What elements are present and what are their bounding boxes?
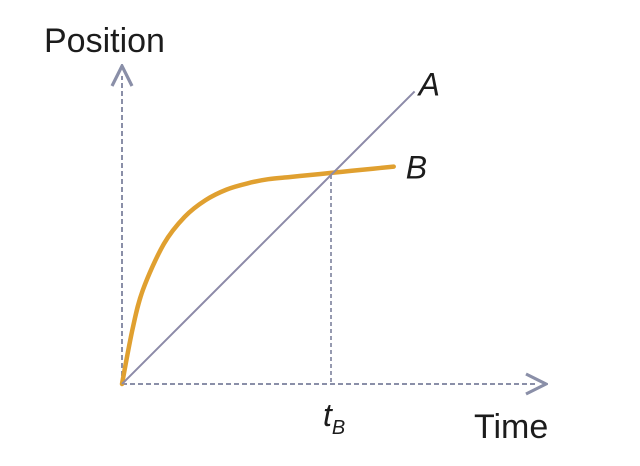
series-a-line xyxy=(121,90,416,385)
series-b-label: B xyxy=(406,150,427,186)
x-axis-title: Time xyxy=(474,408,548,446)
y-axis-title: Position xyxy=(44,22,165,60)
crossing-time-main: t xyxy=(323,397,333,433)
crossing-time-label: tB xyxy=(323,397,345,439)
crossing-time-subscript: B xyxy=(332,417,345,439)
series-b-line xyxy=(119,164,396,387)
series-a-label: A xyxy=(417,66,440,102)
